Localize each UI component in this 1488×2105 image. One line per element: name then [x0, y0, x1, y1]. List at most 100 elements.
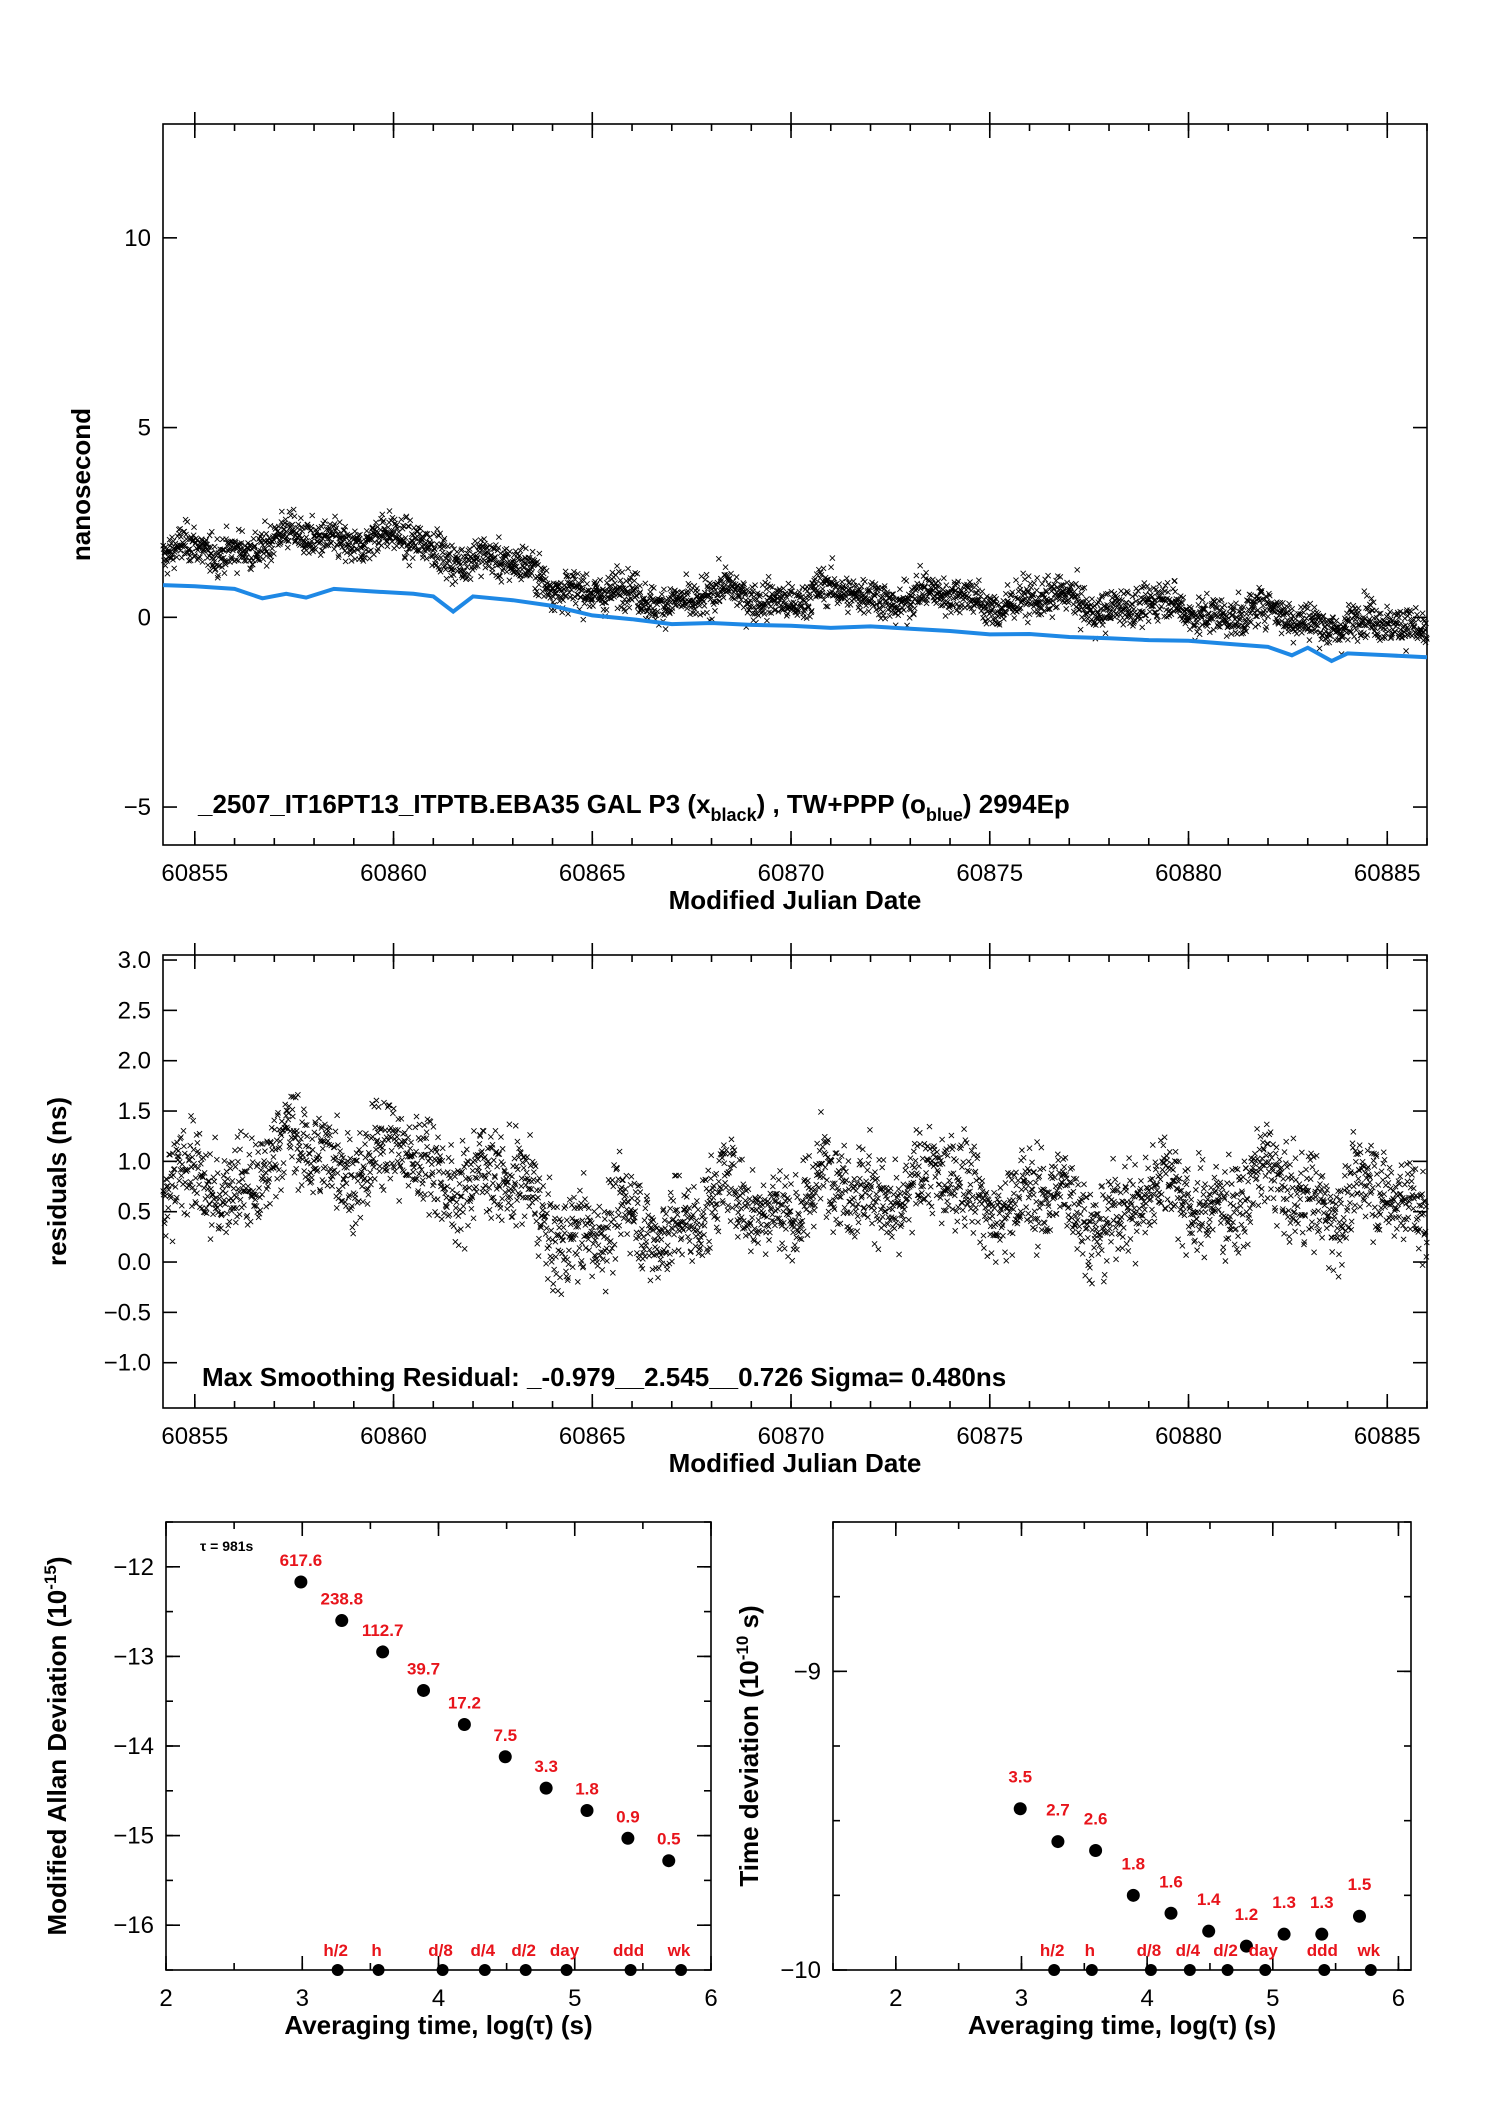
data-point-x	[1075, 584, 1082, 591]
data-point-x	[612, 1256, 619, 1262]
data-point-x	[518, 1183, 525, 1190]
offset-y-axis-label: nanosecond	[66, 408, 96, 561]
data-point-x	[300, 1130, 307, 1137]
data-point-x	[1042, 576, 1049, 583]
data-point-x	[267, 553, 273, 559]
data-point-x	[717, 1183, 723, 1190]
data-point-x	[342, 558, 349, 565]
data-point-x	[519, 1221, 525, 1228]
data-point-x	[376, 1163, 383, 1170]
data-point-x	[247, 1163, 254, 1170]
data-point-x	[563, 1268, 569, 1275]
data-point-x	[731, 1147, 738, 1154]
data-point-x	[350, 1230, 357, 1237]
data-point-x	[171, 565, 178, 572]
data-point-x	[235, 1158, 241, 1165]
data-point-x	[211, 1178, 218, 1185]
data-point-x	[252, 529, 259, 536]
data-point-x	[211, 543, 218, 550]
data-point-x	[225, 1222, 232, 1229]
data-point-x	[406, 562, 413, 569]
data-point-x	[715, 1178, 722, 1185]
tw-ppp-series-line	[162, 583, 1428, 664]
data-point-x	[1235, 589, 1242, 596]
data-point-x	[211, 558, 218, 565]
data-point-x	[624, 1231, 631, 1237]
data-point-x	[1252, 623, 1259, 630]
data-point-x	[660, 586, 667, 593]
data-point-x	[1028, 584, 1035, 591]
data-point-x	[704, 609, 710, 616]
data-point-x	[871, 1241, 878, 1247]
data-point-x	[357, 531, 363, 538]
data-point-x	[188, 1113, 194, 1119]
data-point-x	[641, 1217, 648, 1224]
data-point-x	[902, 1202, 908, 1208]
data-point-x	[847, 585, 854, 592]
data-point-x	[455, 1242, 462, 1249]
data-point-x	[1086, 619, 1092, 626]
data-point-x	[521, 1213, 528, 1220]
data-point-x	[464, 1198, 471, 1205]
data-point-x	[194, 1139, 201, 1146]
data-point-x	[780, 585, 787, 592]
data-point-x	[740, 604, 747, 611]
data-point-x	[297, 515, 304, 522]
data-point-x	[424, 1152, 431, 1159]
data-point-x	[524, 1154, 531, 1161]
data-point-x	[620, 1177, 626, 1183]
data-point-x	[560, 1224, 567, 1231]
data-point-x	[202, 539, 209, 545]
data-point-x	[1031, 580, 1038, 586]
data-point-x	[764, 617, 770, 624]
data-point-x	[1045, 572, 1052, 579]
data-point-x	[1385, 611, 1391, 618]
data-point-x	[766, 1200, 773, 1206]
data-point-x	[891, 1225, 898, 1232]
data-point-x	[319, 1145, 326, 1152]
data-point-x	[546, 1242, 553, 1249]
data-point-x	[856, 1175, 863, 1182]
data-point-x	[343, 1203, 349, 1209]
annotation-mid: ) , TW+PPP (o	[757, 789, 926, 819]
data-point-x	[473, 1189, 480, 1195]
data-point-x	[671, 1248, 678, 1255]
data-point-x	[854, 1228, 861, 1235]
data-point-x	[381, 1099, 387, 1106]
data-point-x	[942, 612, 949, 619]
data-point-x	[713, 1170, 720, 1177]
data-point-x	[236, 1189, 243, 1196]
data-point-x	[301, 1111, 308, 1118]
data-point-x	[323, 526, 330, 533]
data-point-x	[497, 1204, 504, 1211]
data-point-x	[167, 555, 174, 562]
data-point-x	[470, 1215, 477, 1222]
data-point-x	[540, 1183, 547, 1189]
x-tick-label: 60875	[956, 1423, 1023, 1450]
data-point-x	[1350, 602, 1357, 609]
data-point-x	[303, 534, 310, 541]
data-point-x	[632, 1189, 639, 1195]
data-point-x	[543, 567, 550, 574]
data-point-x	[343, 549, 350, 556]
data-point-x	[499, 1145, 506, 1152]
data-point-x	[476, 1140, 483, 1147]
data-point-x	[535, 1253, 542, 1260]
data-point-x	[979, 588, 986, 595]
data-point-x	[278, 508, 285, 515]
data-point-x	[706, 1238, 713, 1245]
data-point-x	[286, 508, 293, 515]
data-point-x	[317, 552, 324, 558]
data-point-x	[1261, 618, 1268, 625]
data-point-x	[765, 573, 772, 580]
data-point-x	[454, 548, 460, 555]
data-point-x	[205, 562, 211, 569]
data-point-x	[616, 1222, 623, 1229]
data-point-x	[289, 1113, 296, 1120]
data-point-x	[679, 1251, 685, 1258]
data-point-x	[875, 1246, 882, 1253]
data-point-x	[1077, 626, 1084, 633]
data-point-x	[221, 1158, 228, 1164]
data-point-x	[786, 1197, 793, 1204]
data-point-x	[546, 1174, 553, 1181]
